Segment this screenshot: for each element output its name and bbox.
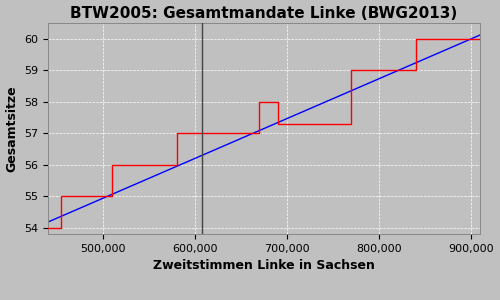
- Title: BTW2005: Gesamtmandate Linke (BWG2013): BTW2005: Gesamtmandate Linke (BWG2013): [70, 6, 458, 21]
- Sitze real: [412, 37, 418, 40]
- Sitze real: [110, 163, 116, 166]
- Sitze real: [477, 37, 483, 40]
- Sitze real: [58, 194, 64, 198]
- Sitze real: [348, 122, 354, 126]
- Sitze real: [274, 122, 280, 126]
- X-axis label: Zweitstimmen Linke in Sachsen: Zweitstimmen Linke in Sachsen: [153, 259, 375, 272]
- Sitze real: [45, 226, 51, 230]
- Line: Sitze real: Sitze real: [48, 39, 480, 228]
- Sitze real: [348, 68, 354, 72]
- Sitze real: [412, 68, 418, 72]
- Sitze real: [256, 100, 262, 103]
- Sitze real: [58, 226, 64, 230]
- Sitze real: [174, 131, 180, 135]
- Sitze real: [110, 194, 116, 198]
- Sitze real: [256, 131, 262, 135]
- Sitze real: [174, 163, 180, 166]
- Y-axis label: Gesamtsitze: Gesamtsitze: [6, 85, 18, 172]
- Sitze real: [274, 100, 280, 103]
